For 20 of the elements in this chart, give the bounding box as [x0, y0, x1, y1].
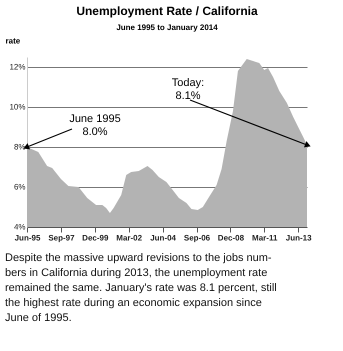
- x-tick-label: Jun-13: [286, 234, 312, 242]
- x-tick-label: Sep-97: [48, 234, 76, 242]
- chart-subtitle: June 1995 to January 2014: [116, 23, 218, 32]
- text: Despite the massive upward revisions to the jobs num- bers in California during 2013, the unemployment rate remained the same. January's rate was 8.1 percent, still the highest rate during an economic expansion since June of 1995.: [5, 252, 277, 324]
- y-tick-label: 4%: [14, 222, 26, 232]
- x-tick-label: Jun-95: [14, 234, 41, 242]
- y-tick-label: 12%: [9, 62, 26, 72]
- y-tick-label: 6%: [14, 182, 26, 192]
- y-tick-label: 8%: [14, 142, 26, 152]
- y-tick-label: 10%: [9, 102, 26, 112]
- x-tick-label: Jun-04: [150, 234, 177, 242]
- annotation: Today: 8.1%: [172, 77, 204, 102]
- x-tick-label: Sep-06: [184, 234, 211, 242]
- y-axis-title: rate: [6, 36, 21, 46]
- x-tick-label: Dec-08: [218, 234, 245, 242]
- annotation: June 1995 8.0%: [69, 113, 121, 138]
- x-tick-label: Dec-99: [82, 234, 109, 242]
- chart-title: Unemployment Rate / California: [76, 4, 258, 18]
- x-tick-label: Mar-02: [116, 234, 143, 242]
- x-tick-label: Mar-11: [252, 234, 278, 242]
